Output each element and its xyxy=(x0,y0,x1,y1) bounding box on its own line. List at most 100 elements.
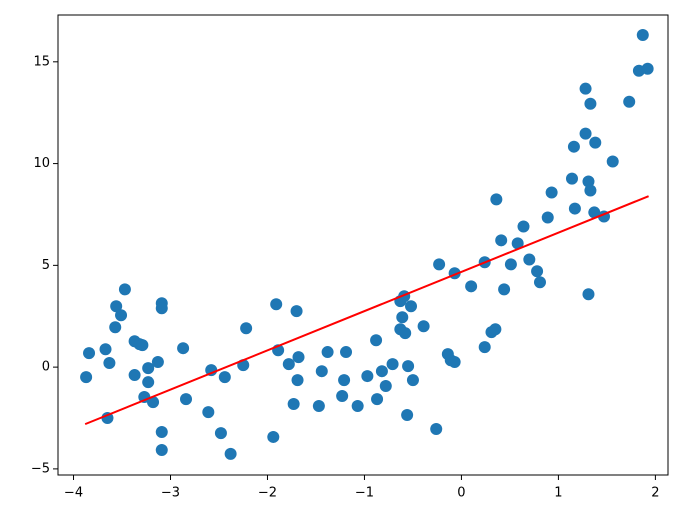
point xyxy=(224,447,237,460)
y-tick-label: 0 xyxy=(42,360,50,375)
point xyxy=(155,426,168,439)
point xyxy=(128,369,141,382)
point xyxy=(465,280,478,293)
point xyxy=(351,400,364,412)
point xyxy=(584,97,597,110)
point xyxy=(110,300,123,313)
plot-frame xyxy=(57,14,669,476)
point xyxy=(498,283,511,296)
point xyxy=(83,347,96,360)
x-tick-label: 2 xyxy=(651,486,659,501)
point xyxy=(282,358,295,371)
y-tick-label: 5 xyxy=(42,258,50,273)
point xyxy=(312,400,325,412)
point xyxy=(142,376,155,389)
point xyxy=(177,342,190,355)
point xyxy=(99,343,112,356)
point xyxy=(375,365,388,378)
point xyxy=(379,380,392,393)
point xyxy=(136,339,149,352)
point xyxy=(568,202,581,215)
point xyxy=(338,374,351,387)
point xyxy=(292,351,305,364)
point xyxy=(371,393,384,406)
point xyxy=(579,127,592,140)
point xyxy=(399,327,412,340)
point xyxy=(588,206,601,219)
x-tick-label: 0 xyxy=(457,486,465,501)
point xyxy=(267,430,280,443)
point xyxy=(495,234,508,247)
point xyxy=(109,321,122,334)
point xyxy=(370,334,383,347)
point xyxy=(589,136,602,149)
point xyxy=(205,364,218,377)
point xyxy=(270,298,283,311)
x-tick-label: −4 xyxy=(64,486,83,501)
point xyxy=(290,305,303,318)
point xyxy=(336,390,349,403)
point xyxy=(430,423,443,435)
point xyxy=(103,357,116,370)
point xyxy=(406,374,419,387)
point xyxy=(218,371,231,384)
point xyxy=(636,28,649,41)
point xyxy=(582,175,595,188)
point xyxy=(287,397,300,410)
point xyxy=(606,155,619,168)
point xyxy=(340,346,353,359)
point xyxy=(531,265,544,278)
point xyxy=(80,371,93,384)
x-tick-label: −2 xyxy=(258,486,277,501)
x-tick-label: 1 xyxy=(554,486,562,501)
point xyxy=(433,258,446,271)
point xyxy=(147,396,160,409)
point xyxy=(579,82,592,95)
point xyxy=(202,406,215,419)
point xyxy=(386,358,399,371)
point xyxy=(523,253,536,266)
point xyxy=(448,356,461,369)
point xyxy=(489,323,502,336)
point xyxy=(511,237,524,250)
point xyxy=(405,300,418,313)
point xyxy=(155,302,168,315)
point xyxy=(565,172,578,185)
y-tick-label: −5 xyxy=(31,461,50,476)
point xyxy=(142,362,155,375)
point xyxy=(315,365,328,378)
x-tick-label: −1 xyxy=(355,486,374,501)
point xyxy=(584,184,597,197)
point xyxy=(504,258,517,271)
point xyxy=(417,320,430,333)
point xyxy=(101,412,114,425)
point xyxy=(321,346,334,359)
point xyxy=(545,186,558,199)
point xyxy=(361,370,374,383)
point xyxy=(567,140,580,153)
point xyxy=(541,211,554,224)
point xyxy=(401,408,414,421)
point xyxy=(396,311,409,324)
point xyxy=(115,309,128,322)
fit-line xyxy=(84,195,649,426)
point xyxy=(402,360,415,373)
y-tick-label: 15 xyxy=(33,54,50,69)
x-tick-label: −3 xyxy=(161,486,180,501)
point xyxy=(623,95,636,108)
point xyxy=(490,193,503,206)
point xyxy=(533,276,546,289)
point xyxy=(641,62,654,75)
y-tick-label: 10 xyxy=(33,156,50,171)
point xyxy=(240,322,253,335)
point xyxy=(291,374,304,387)
point xyxy=(478,341,491,354)
point xyxy=(517,220,530,233)
point xyxy=(582,288,595,301)
point xyxy=(155,443,168,456)
point xyxy=(118,283,131,296)
point xyxy=(180,393,193,406)
point xyxy=(151,356,164,369)
